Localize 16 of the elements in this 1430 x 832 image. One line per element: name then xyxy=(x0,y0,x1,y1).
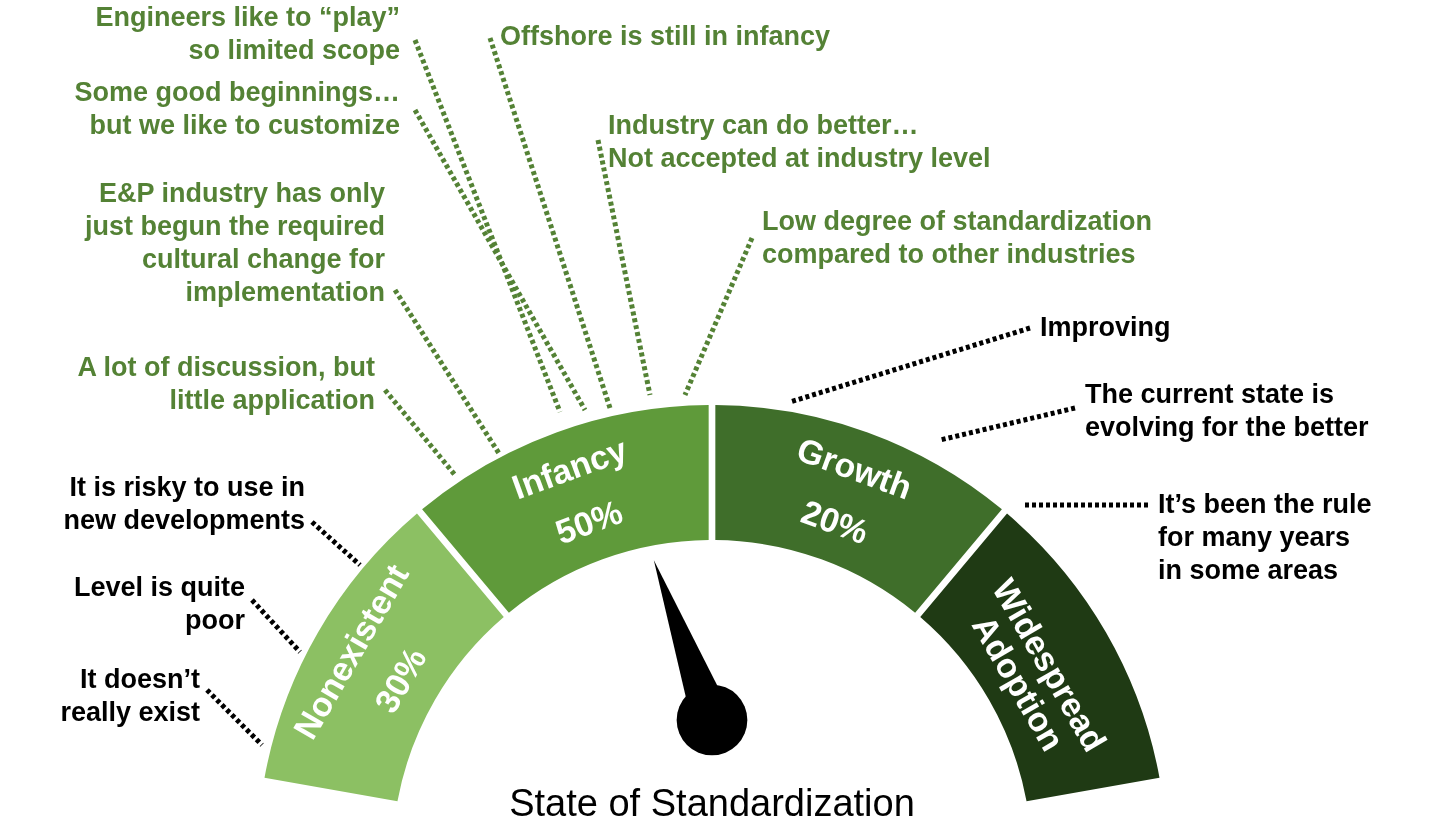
text: Low degree of standardization compared to other industries xyxy=(762,206,1153,269)
text: A lot of discussion, but little application xyxy=(77,352,375,415)
text: Offshore is still in infancy xyxy=(500,21,831,51)
text: Level is quite poor xyxy=(73,572,246,635)
text: E&P industry has only just begun the required cultural change for implementation xyxy=(83,178,386,307)
data-label: 20% xyxy=(796,492,874,552)
text: Some good beginnings… but we like to customize xyxy=(74,77,400,140)
text: The current state is evolving for the better xyxy=(1085,379,1370,442)
text: Improving xyxy=(1040,312,1171,342)
data-label: 50% xyxy=(550,492,628,552)
text: State of Standardization xyxy=(509,782,915,824)
text: It’s been the rule for many years in some areas xyxy=(1158,489,1372,585)
text: It doesn’t really exist xyxy=(60,664,201,727)
text: It is risky to use in new developments xyxy=(63,472,305,535)
text: Industry can do better… Not accepted at industry level xyxy=(608,110,991,173)
text: Engineers like to “play” so limited scope xyxy=(95,2,400,65)
